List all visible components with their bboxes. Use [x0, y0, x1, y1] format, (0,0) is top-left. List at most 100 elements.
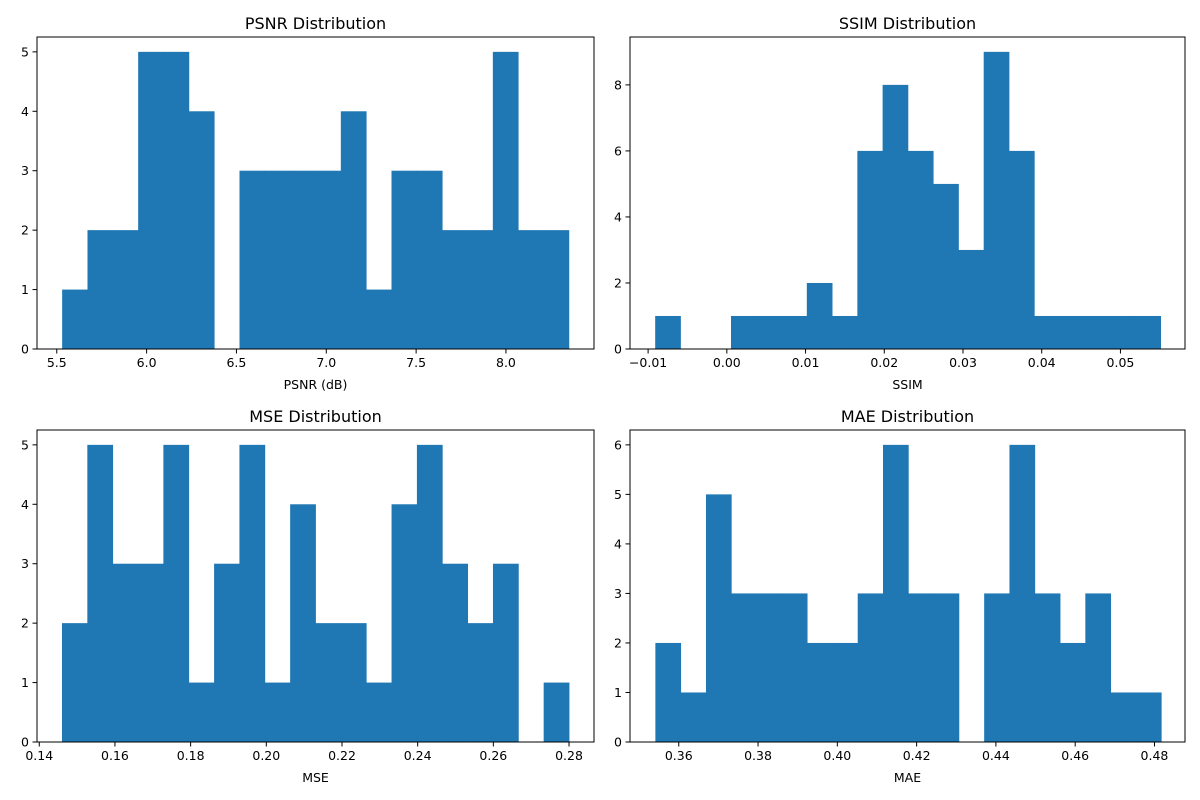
- mae-bar: [705, 494, 732, 742]
- mse-axes-frame: [36, 429, 595, 743]
- ssim-bar: [857, 150, 884, 349]
- psnr-y-tick-label: 2: [21, 223, 29, 238]
- psnr-bar: [416, 170, 443, 349]
- psnr-axes-frame: [36, 36, 595, 350]
- mae-bar: [1060, 642, 1086, 742]
- mse-x-tick-label: 0.20: [252, 748, 280, 763]
- psnr-y-tick-label: 3: [21, 163, 29, 178]
- psnr-bar: [340, 111, 367, 349]
- mse-bars: [61, 444, 570, 742]
- psnr-bar: [112, 230, 139, 349]
- mse-bar: [467, 623, 494, 742]
- mae-bar: [984, 593, 1010, 742]
- ssim-bar: [731, 315, 757, 349]
- psnr-bar: [264, 170, 291, 349]
- mae-chart-title: MAE Distribution: [841, 407, 974, 426]
- mae-bar: [655, 642, 682, 742]
- psnr-bar: [543, 230, 570, 349]
- mae-bar: [883, 444, 909, 742]
- mae-y-tick-label: 3: [614, 586, 622, 601]
- psnr-x-axis-label: PSNR (dB): [284, 377, 348, 392]
- mse-x-tick-label: 0.28: [555, 748, 583, 763]
- mse-x-tick-label: 0.16: [101, 748, 129, 763]
- psnr-bar: [391, 170, 418, 349]
- ssim-bar: [907, 150, 934, 349]
- mae-x-tick-label: 0.36: [665, 748, 693, 763]
- ssim-bar: [983, 51, 1010, 350]
- mse-bar: [214, 563, 240, 742]
- mae-bar: [857, 593, 884, 742]
- mae-x-tick-label: 0.48: [1141, 748, 1169, 763]
- mae-x-tick-label: 0.44: [982, 748, 1010, 763]
- psnr-bar: [442, 230, 468, 349]
- ssim-bar: [1008, 150, 1035, 349]
- mae-bar: [807, 642, 833, 742]
- psnr-bar: [366, 289, 392, 349]
- ssim-y-tick-label: 8: [614, 77, 622, 92]
- psnr-chart-title: PSNR Distribution: [245, 14, 386, 33]
- psnr-histogram-panel: 5.5 6.0 6.5 7.0 7.5 8.0 0 1 2 3 4 5 PSNR Distributio…: [21, 14, 595, 392]
- mae-x-axis-label: MAE: [894, 770, 921, 785]
- mse-y-tick-label: 2: [21, 616, 29, 631]
- mae-x-tick-label: 0.40: [823, 748, 851, 763]
- ssim-bar: [806, 282, 833, 349]
- psnr-bar: [87, 230, 114, 349]
- ssim-x-tick-label: 0.00: [713, 355, 741, 370]
- psnr-y-tick-label: 4: [21, 104, 29, 119]
- mse-x-tick-label: 0.26: [479, 748, 507, 763]
- psnr-x-tick-label: 6.5: [226, 355, 246, 370]
- ssim-bars: [655, 51, 1161, 350]
- ssim-y-tick-label: 2: [614, 275, 622, 290]
- psnr-bar: [62, 289, 88, 349]
- mse-bar: [264, 682, 291, 742]
- mse-x-tick-label: 0.14: [25, 748, 53, 763]
- mae-bar: [680, 692, 707, 742]
- mse-bar: [315, 623, 342, 742]
- ssim-x-tick-label: 0.02: [870, 355, 898, 370]
- ssim-bar: [1135, 315, 1161, 349]
- ssim-y-tick-label: 6: [614, 143, 622, 158]
- mae-y-tick-label: 5: [614, 487, 622, 502]
- mae-x-tick-label: 0.38: [744, 748, 772, 763]
- psnr-bar: [138, 51, 164, 350]
- mae-bar: [832, 642, 859, 742]
- mse-bar: [138, 563, 164, 742]
- mse-bar: [61, 623, 88, 742]
- mse-x-tick-label: 0.18: [177, 748, 205, 763]
- mae-bar: [781, 593, 808, 742]
- mae-bar: [1085, 593, 1112, 742]
- psnr-bar: [518, 230, 544, 349]
- ssim-histogram-panel: −0.01 0.00 0.01 0.02 0.03 0.04 0.05 0 2 4 6 8 SSIM D…: [614, 14, 1186, 392]
- mse-bar: [163, 444, 190, 742]
- mae-bar: [908, 593, 934, 742]
- mae-bar: [756, 593, 783, 742]
- psnr-y-tick-label: 5: [21, 44, 29, 59]
- mae-bar: [1009, 444, 1036, 742]
- psnr-bar: [290, 170, 316, 349]
- ssim-x-tick-label: −0.01: [629, 355, 667, 370]
- ssim-bar: [1084, 315, 1111, 349]
- ssim-bar: [1034, 315, 1060, 349]
- psnr-x-tick-label: 5.5: [47, 355, 67, 370]
- mae-x-tick-label: 0.46: [1061, 748, 1089, 763]
- ssim-bar: [756, 315, 782, 349]
- mse-x-axis-label: MSE: [302, 770, 329, 785]
- mse-bar: [416, 444, 443, 742]
- mse-bar: [87, 444, 114, 742]
- psnr-bar: [467, 230, 494, 349]
- mse-bar: [442, 563, 469, 742]
- ssim-bar: [933, 183, 959, 349]
- ssim-bar: [832, 315, 858, 349]
- mae-y-tick-label: 4: [614, 536, 622, 551]
- mae-bars: [655, 444, 1162, 742]
- ssim-chart-title: SSIM Distribution: [839, 14, 976, 33]
- psnr-bar: [492, 51, 519, 350]
- psnr-y-tick-label: 0: [21, 342, 29, 357]
- ssim-x-tick-label: 0.03: [949, 355, 977, 370]
- mse-bar: [112, 563, 139, 742]
- psnr-x-tick-label: 7.0: [316, 355, 336, 370]
- mse-y-tick-label: 1: [21, 675, 29, 690]
- mse-x-tick-label: 0.22: [328, 748, 356, 763]
- mse-bar: [543, 682, 570, 742]
